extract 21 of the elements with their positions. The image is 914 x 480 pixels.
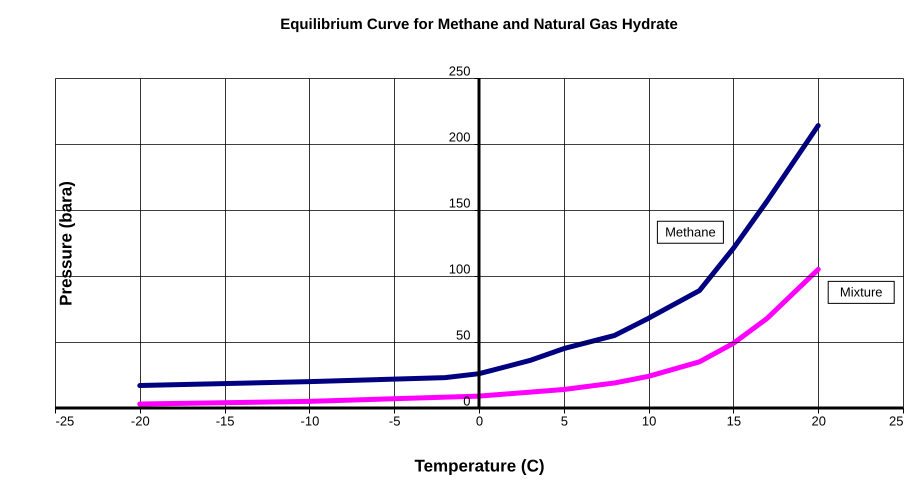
x-tick-label: 25 — [889, 414, 904, 428]
x-tick-label: -5 — [388, 414, 400, 428]
series-label: Methane — [665, 224, 716, 240]
x-axis-title: Temperature (C) — [414, 456, 545, 476]
x-tick-label: 0 — [476, 414, 484, 428]
x-tick-label: -20 — [130, 414, 150, 428]
x-tick-label: -10 — [300, 414, 320, 428]
x-tick-label: 15 — [726, 414, 742, 428]
y-tick-label: 100 — [448, 262, 470, 276]
y-tick-label: 150 — [448, 196, 470, 210]
y-tick-label: 200 — [448, 130, 470, 144]
x-tick-label: -25 — [56, 414, 74, 428]
y-tick-label: 250 — [448, 64, 470, 78]
text: Mixture — [840, 284, 883, 300]
x-tick-label: -15 — [216, 414, 234, 428]
x-tick-label: 20 — [811, 414, 826, 428]
x-tick-label: 5 — [560, 414, 568, 428]
x-tick-label: 10 — [642, 414, 656, 428]
y-tick-label: 50 — [456, 328, 470, 342]
chart-title: Equilibrium Curve for Methane and Natural Gas Hydrate — [280, 16, 678, 33]
y-axis-title: Pressure (bara) — [56, 181, 76, 306]
